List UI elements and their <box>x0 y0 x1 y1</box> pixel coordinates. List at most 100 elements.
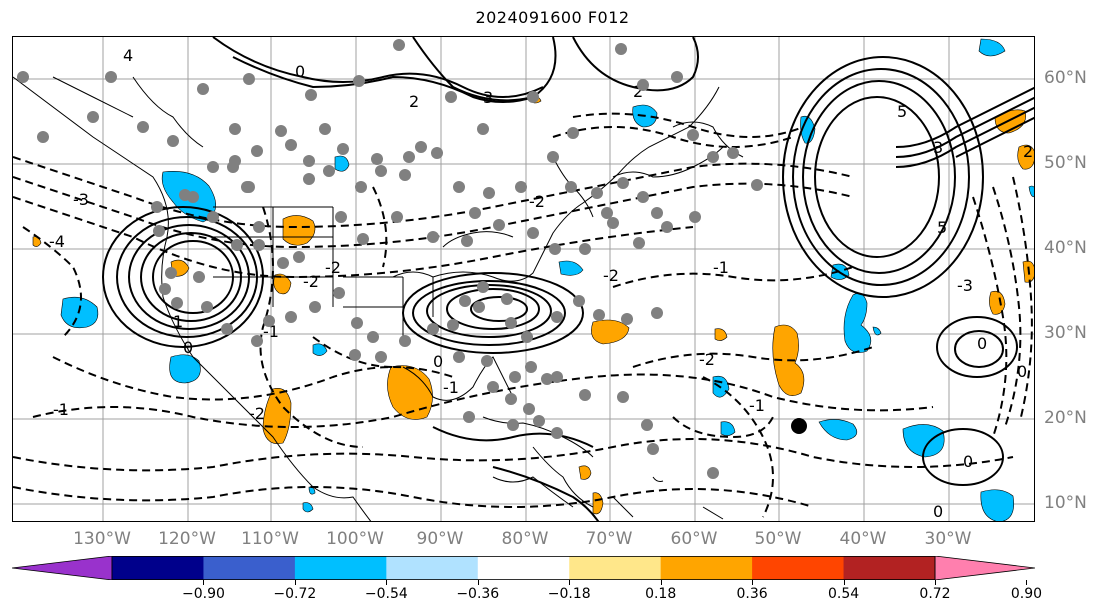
observation-dot <box>167 135 179 147</box>
observation-dot <box>431 147 443 159</box>
colorbar-segment <box>203 556 296 580</box>
observation-dot <box>565 181 577 193</box>
observation-dot <box>647 443 659 455</box>
observation-dot <box>509 371 521 383</box>
longitude-label: 50°W <box>754 529 802 549</box>
observation-dot <box>305 89 317 101</box>
contour-label: -2 <box>303 272 319 291</box>
colorbar-tick-label: −0.72 <box>273 586 317 602</box>
contour-label: -2 <box>325 258 341 277</box>
observation-dot <box>375 165 387 177</box>
observation-dot <box>253 239 265 251</box>
longitude-label: 100°W <box>326 529 384 549</box>
contour-label: 5 <box>897 102 907 121</box>
observation-dot <box>637 79 649 91</box>
observation-dot <box>651 307 663 319</box>
observation-dot <box>463 411 475 423</box>
longitude-label: 60°W <box>670 529 718 549</box>
colorbar-tick-mark <box>569 580 571 585</box>
longitude-label: 130°W <box>73 529 131 549</box>
observation-dot <box>727 147 739 159</box>
contour-label: 4 <box>123 46 133 65</box>
observation-dot <box>337 143 349 155</box>
contour-label: -1 <box>749 396 765 415</box>
longitude-label: 110°W <box>241 529 299 549</box>
contour-label: 0 <box>183 338 193 357</box>
colorbar-tick-mark <box>1026 580 1028 585</box>
observation-dot <box>353 75 365 87</box>
observation-dot <box>641 419 653 431</box>
graticule <box>13 37 1034 521</box>
observation-dot <box>253 221 265 233</box>
observation-dot <box>601 207 613 219</box>
observation-dot <box>507 419 519 431</box>
observation-dot <box>193 271 205 283</box>
contour-label: -2 <box>529 192 545 211</box>
observation-dot <box>231 239 243 251</box>
observation-dot <box>333 287 345 299</box>
observation-dot <box>137 121 149 133</box>
contour-label: 2 <box>1023 142 1033 161</box>
latitude-label: 60°N <box>1044 68 1087 88</box>
observation-dot <box>617 391 629 403</box>
observation-dot <box>293 251 305 263</box>
contour-label: -1 <box>263 322 279 341</box>
contour-label: 5 <box>937 218 947 237</box>
positive-shading <box>32 96 1034 515</box>
observation-dot <box>187 191 199 203</box>
observation-dot <box>371 153 383 165</box>
latitude-label: 50°N <box>1044 153 1087 173</box>
colorbar-segment <box>569 556 662 580</box>
observation-dot <box>551 371 563 383</box>
observation-dot <box>591 187 603 199</box>
observation-dot <box>473 301 485 313</box>
contour-label: 1 <box>173 312 183 331</box>
observation-dot <box>447 319 459 331</box>
observation-dot <box>505 393 517 405</box>
colorbar-tick-label: −0.90 <box>181 586 225 602</box>
observation-dot <box>355 181 367 193</box>
observation-dot <box>221 323 233 335</box>
observation-markers <box>17 39 763 479</box>
colorbar-tick-label: 0.18 <box>645 586 677 602</box>
contour-label: 3 <box>933 138 943 157</box>
observation-dot <box>335 211 347 223</box>
observation-dot <box>37 131 49 143</box>
contour-label: -2 <box>603 266 619 285</box>
observation-dot <box>251 145 263 157</box>
contour-label: -2 <box>699 350 715 369</box>
observation-dot <box>263 315 275 327</box>
colorbar-segment <box>843 556 936 580</box>
observation-dot <box>375 351 387 363</box>
observation-dot <box>461 235 473 247</box>
colorbar-segment <box>752 556 845 580</box>
contour-label: 3 <box>483 88 493 107</box>
observation-dot <box>399 335 411 347</box>
observation-dot <box>151 201 163 213</box>
observation-dot <box>707 467 719 479</box>
observation-dot <box>367 331 379 343</box>
observation-dot <box>303 155 315 167</box>
observation-dot <box>525 361 537 373</box>
observation-dot <box>547 151 559 163</box>
observation-dot <box>415 141 427 153</box>
longitude-label: 40°W <box>839 529 887 549</box>
observation-dot <box>227 161 239 173</box>
colorbar-tick-mark <box>935 580 936 585</box>
observation-dot <box>607 217 619 229</box>
observation-dot <box>527 227 539 239</box>
observation-dot <box>165 267 177 279</box>
latitude-label: 30°N <box>1044 323 1087 343</box>
observation-dot <box>651 207 663 219</box>
latitude-label: 40°N <box>1044 238 1087 258</box>
observation-dot <box>277 257 289 269</box>
observation-dot <box>689 211 701 223</box>
positive-contours <box>102 37 1034 521</box>
colorbar-under-arrow <box>11 555 113 581</box>
observation-dot <box>453 351 465 363</box>
longitude-label: 90°W <box>416 529 464 549</box>
observation-dot <box>579 389 591 401</box>
observation-dot <box>229 123 241 135</box>
observation-dot <box>201 301 213 313</box>
